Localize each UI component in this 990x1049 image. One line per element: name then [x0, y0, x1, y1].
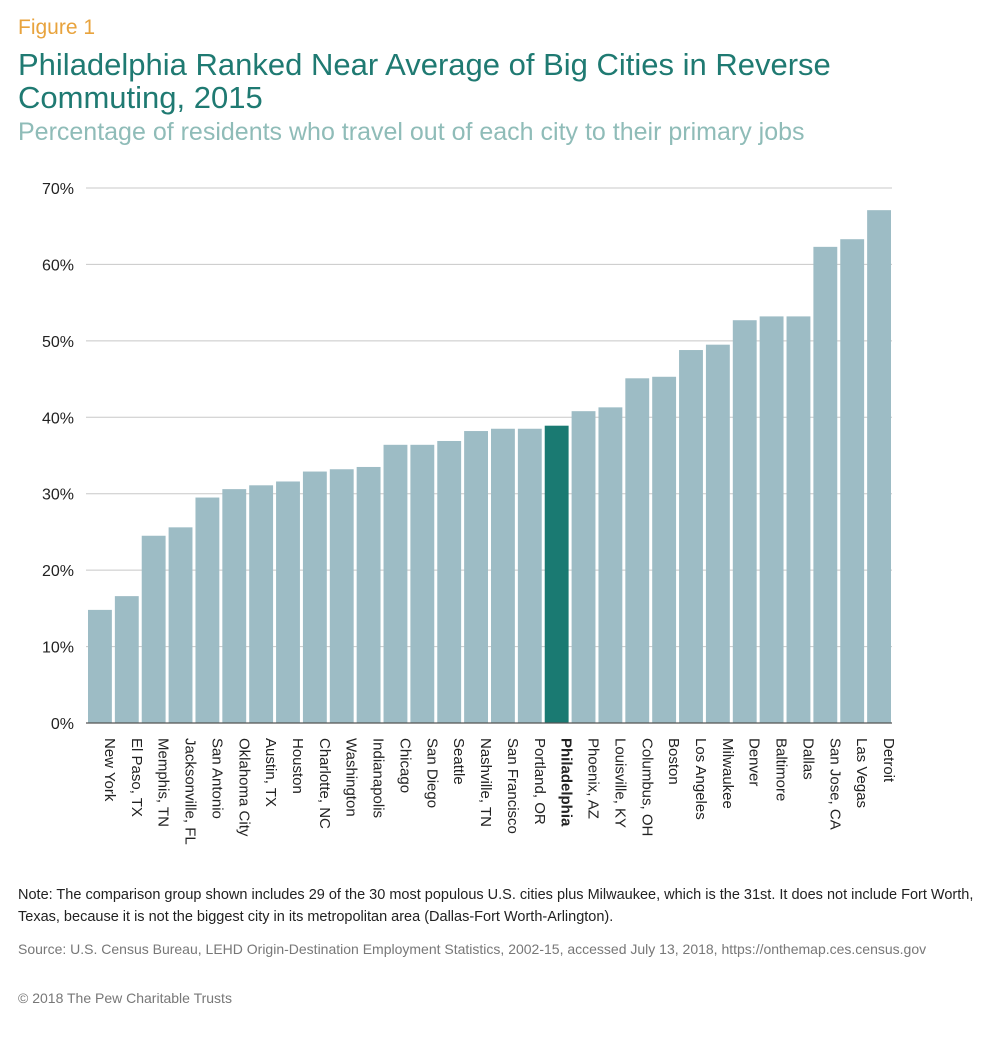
- x-tick-label: Oklahoma City: [235, 738, 252, 837]
- x-tick-label: San Antonio: [208, 738, 225, 819]
- bar: [276, 481, 300, 723]
- x-tick-label: Phoenix, AZ: [585, 738, 602, 819]
- bar-chart: 0% 10% 20% 30% 40% 50% 60% 70% New York El Paso, …: [42, 181, 897, 845]
- x-tick-label: Charlotte, NC: [316, 738, 333, 829]
- bar: [464, 431, 488, 723]
- x-tick-label: Portland, OR: [531, 738, 548, 825]
- bar: [598, 407, 623, 723]
- x-tick-label: Baltimore: [773, 738, 790, 801]
- x-tick-label: Boston: [665, 738, 682, 785]
- x-tick-label: Las Vegas: [853, 738, 870, 808]
- bar: [705, 344, 730, 723]
- x-tick-label: Austin, TX: [262, 738, 279, 807]
- bar: [302, 471, 327, 723]
- x-tick-label: San Diego: [423, 738, 440, 808]
- x-tick-label: Denver: [746, 738, 763, 786]
- x-tick-label: San Francisco: [504, 738, 521, 834]
- bar: [168, 527, 193, 723]
- bar: [222, 489, 247, 723]
- x-tick-label: Memphis, TN: [155, 738, 172, 827]
- bar: [732, 320, 757, 723]
- chart-note: Note: The comparison group shown include…: [18, 887, 974, 925]
- x-tick-label: Indianapolis: [370, 738, 387, 818]
- y-tick-label: 0%: [51, 716, 74, 733]
- bar: [679, 350, 703, 723]
- bar: [114, 596, 139, 723]
- y-tick-label: 30%: [42, 487, 74, 504]
- bar: [759, 316, 784, 723]
- bar: [383, 444, 408, 723]
- x-tick-label: San Jose, CA: [826, 738, 843, 830]
- y-tick-label: 20%: [42, 563, 74, 580]
- chart-subtitle: Percentage of residents who travel out o…: [18, 118, 805, 146]
- x-tick-label: Seattle: [450, 738, 467, 785]
- bar: [840, 239, 865, 723]
- bar: [625, 378, 650, 723]
- bar: [356, 466, 381, 723]
- x-tick-label: Philadelphia: [558, 738, 575, 827]
- bar: [249, 485, 274, 723]
- x-tick-label: Washington: [343, 738, 360, 817]
- y-tick-label: 60%: [42, 257, 74, 274]
- copyright: © 2018 The Pew Charitable Trusts: [18, 990, 232, 1006]
- x-tick-label: Columbus, OH: [638, 738, 655, 836]
- x-tick-label: Milwaukee: [719, 738, 736, 809]
- bar: [571, 411, 596, 723]
- x-tick-label: Los Angeles: [692, 738, 709, 820]
- chart-title: Philadelphia Ranked Near Average of Big …: [18, 47, 831, 115]
- bar: [813, 246, 838, 723]
- x-tick-label: El Paso, TX: [128, 738, 145, 817]
- figure-label: Figure 1: [18, 16, 96, 39]
- bar: [410, 444, 435, 723]
- bar: [88, 609, 112, 723]
- bar: [141, 535, 166, 723]
- y-tick-label: 50%: [42, 334, 74, 351]
- bar: [329, 469, 354, 723]
- bar: [195, 497, 220, 723]
- bar: [652, 376, 677, 723]
- bar: [491, 428, 515, 723]
- x-tick-label: Chicago: [396, 738, 413, 793]
- x-tick-label: Jacksonville, FL: [182, 738, 199, 845]
- bar: [786, 316, 811, 723]
- x-tick-label: Detroit: [880, 738, 897, 783]
- chart-source: Source: U.S. Census Bureau, LEHD Origin-…: [18, 941, 927, 957]
- bar: [867, 210, 891, 723]
- y-tick-label: 70%: [42, 181, 74, 198]
- bar: [544, 425, 569, 723]
- x-tick-label: New York: [101, 738, 118, 802]
- y-tick-label: 10%: [42, 640, 74, 657]
- x-tick-label: Houston: [289, 738, 306, 794]
- x-tick-label: Dallas: [799, 738, 816, 780]
- bar: [437, 440, 462, 723]
- x-tick-label: Louisville, KY: [611, 738, 628, 828]
- y-tick-label: 40%: [42, 410, 74, 427]
- x-tick-label: Nashville, TN: [477, 738, 494, 827]
- bar: [517, 428, 542, 723]
